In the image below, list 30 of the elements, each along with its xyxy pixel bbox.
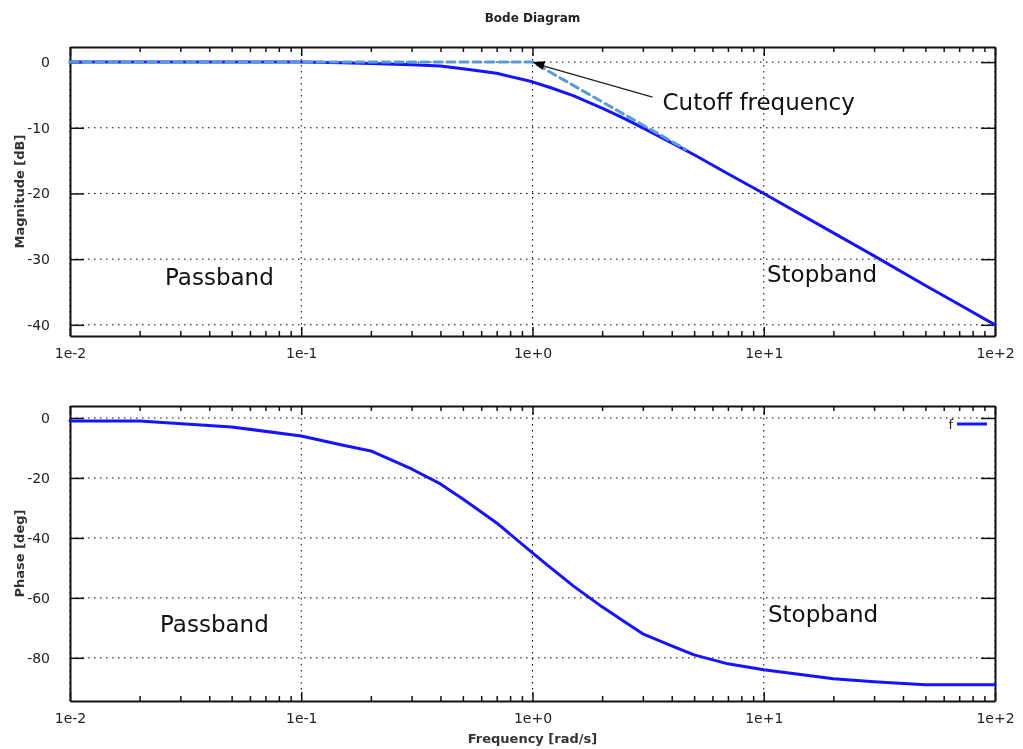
annotation: Stopband bbox=[768, 601, 879, 627]
x-tick-label: 1e+0 bbox=[513, 344, 553, 361]
y-tick-label: -20 bbox=[27, 185, 50, 202]
y-tick-label: -40 bbox=[27, 529, 50, 546]
annotation: Stopband bbox=[767, 261, 878, 287]
x-tick-label: 1e-1 bbox=[286, 344, 318, 361]
y-tick-label: -60 bbox=[27, 589, 50, 606]
y-tick-label: -30 bbox=[27, 251, 50, 268]
y-tick-label: 0 bbox=[41, 409, 50, 426]
annotation: Passband bbox=[160, 611, 269, 637]
y-tick-label: -80 bbox=[27, 649, 50, 666]
x-tick-label: 1e+1 bbox=[745, 344, 784, 361]
legend-label: f bbox=[948, 417, 954, 432]
chart-title: Bode Diagram bbox=[484, 11, 581, 25]
y-axis-title: Magnitude [dB] bbox=[12, 134, 27, 249]
x-tick-label: 1e-2 bbox=[54, 709, 87, 726]
y-tick-label: -20 bbox=[27, 469, 50, 486]
y-tick-label: -10 bbox=[27, 119, 50, 136]
x-tick-label: 1e-2 bbox=[54, 344, 87, 361]
y-tick-label: -40 bbox=[27, 316, 50, 333]
x-tick-label: 1e+2 bbox=[976, 709, 1015, 726]
annotation: Cutoff frequency bbox=[662, 89, 855, 116]
x-tick-label: 1e+2 bbox=[976, 344, 1015, 361]
annotation: Passband bbox=[165, 264, 274, 290]
x-axis-title: Frequency [rad/s] bbox=[467, 731, 598, 746]
y-tick-label: 0 bbox=[41, 54, 50, 71]
x-tick-label: 1e-1 bbox=[286, 709, 318, 726]
x-tick-label: 1e+1 bbox=[745, 709, 784, 726]
y-axis-title: Phase [deg] bbox=[12, 509, 27, 598]
x-tick-label: 1e+0 bbox=[513, 709, 553, 726]
